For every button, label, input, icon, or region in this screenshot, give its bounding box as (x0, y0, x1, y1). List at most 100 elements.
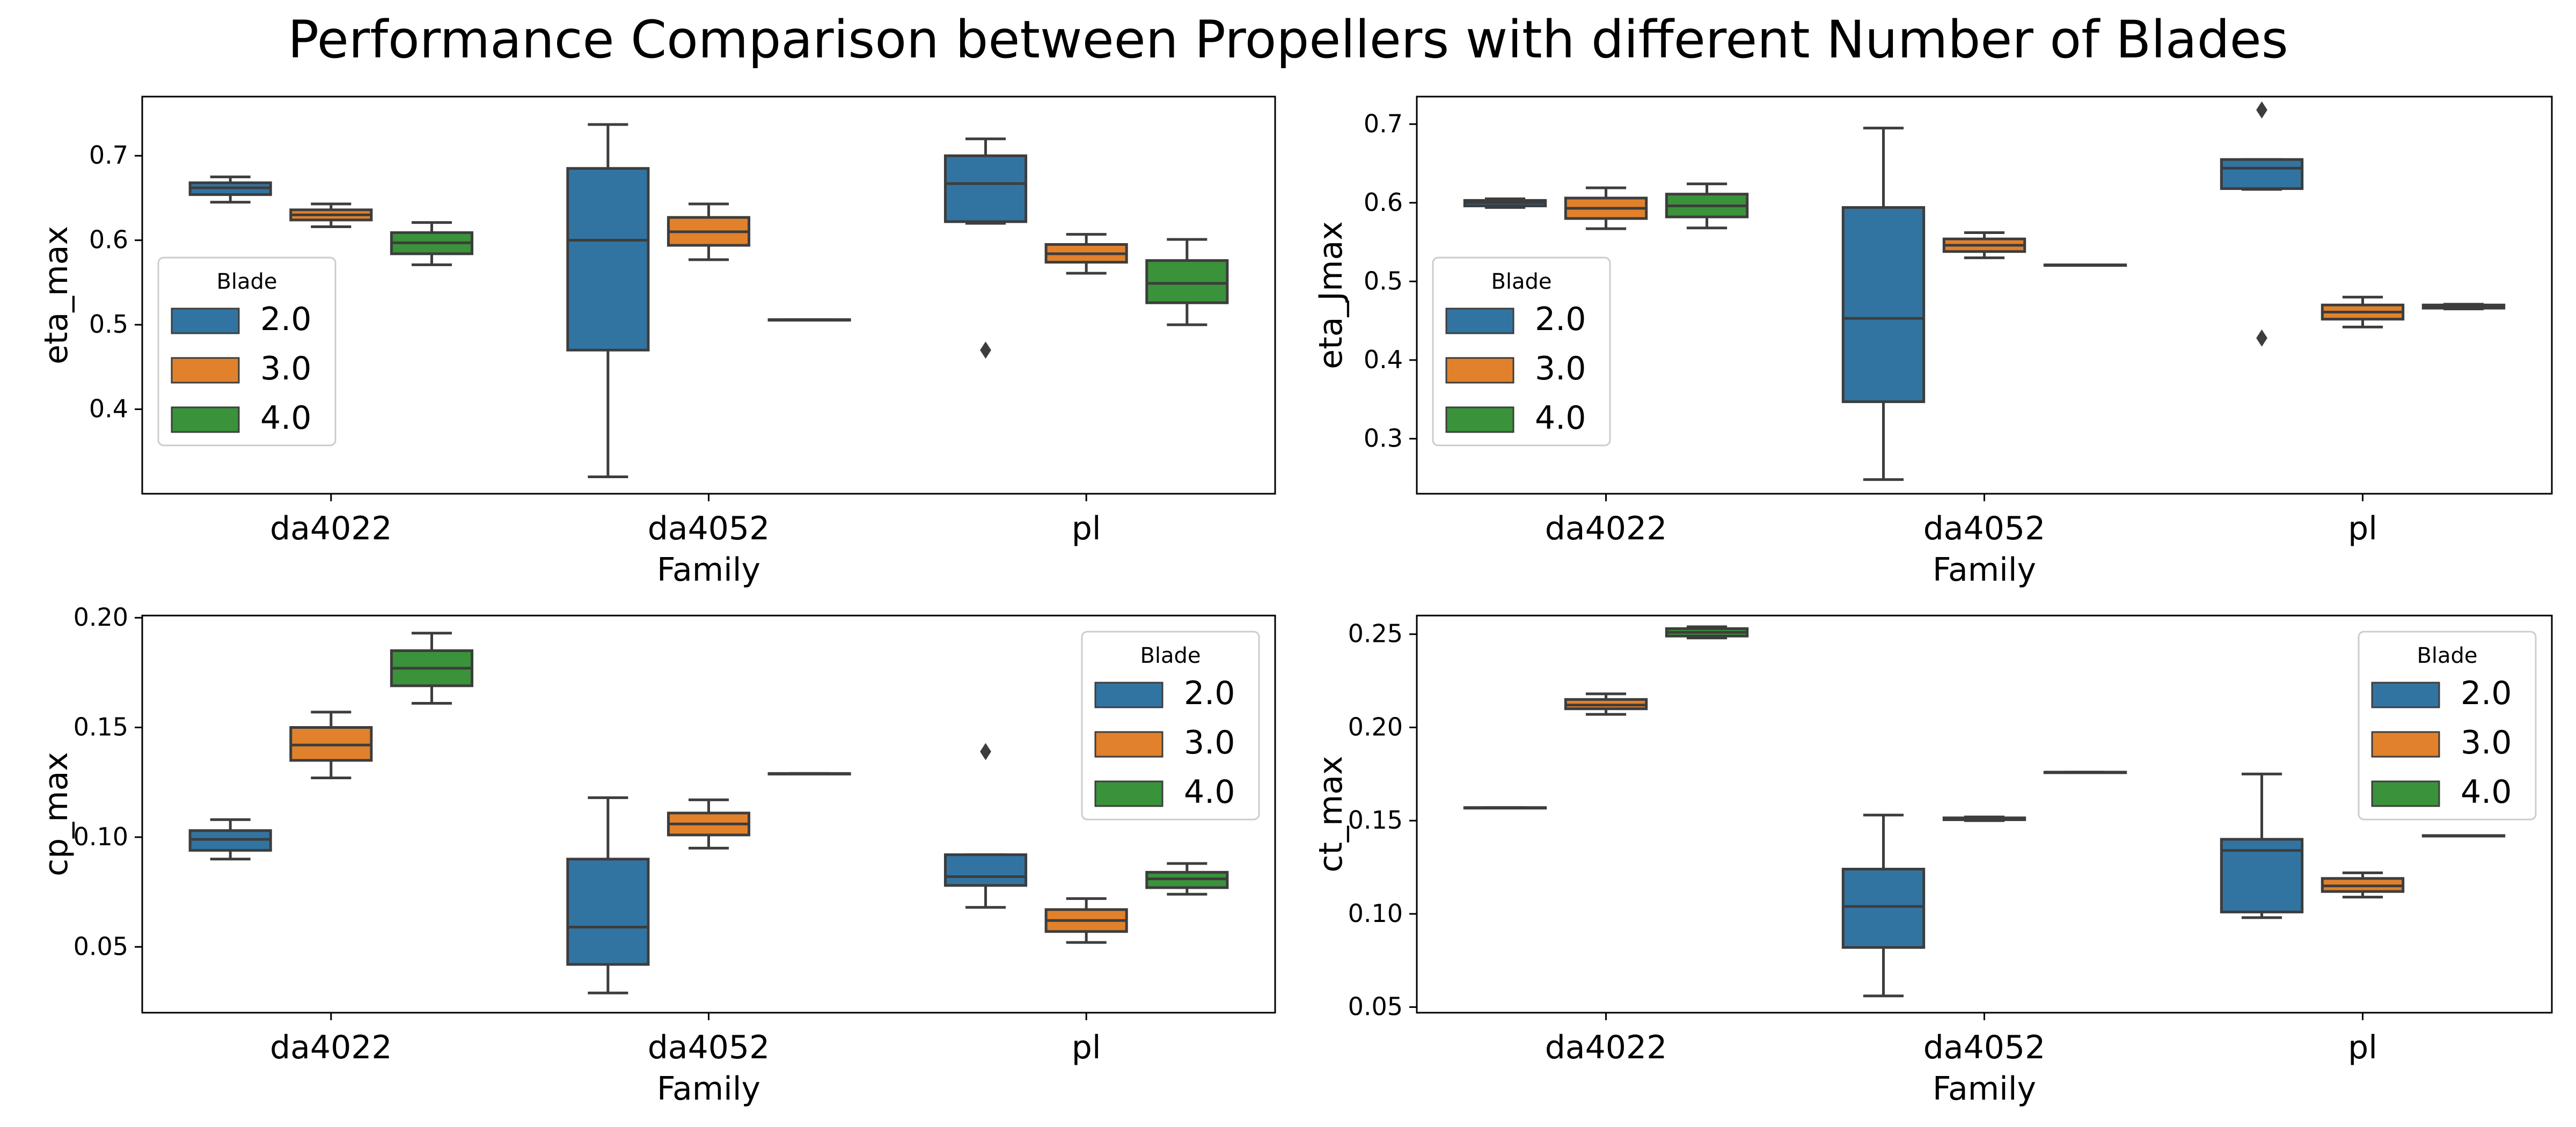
legend-frame (157, 257, 336, 447)
legend-swatch-2.0 (2371, 682, 2440, 708)
y-tick-label: 0.15 (74, 713, 128, 742)
box-3.0-da4052 (667, 202, 751, 261)
box-3.0-da4022 (1564, 692, 1648, 716)
legend-label-3.0: 3.0 (1535, 350, 1586, 387)
y-tick-label: 0.6 (1364, 188, 1403, 217)
legend-label-4.0: 4.0 (1535, 399, 1586, 437)
x-tick-label: da4022 (270, 510, 392, 547)
box-2.0-da4022 (188, 175, 272, 204)
box-3.0-pl (1044, 233, 1128, 275)
subplot-eta_Jmax: 0.3 0.4 0.5 0.6 0.7 da4022 da4052 pl Family eta_J… (1312, 96, 2553, 589)
y-tick-label: 0.15 (1348, 806, 1403, 835)
legend-swatch-4.0 (1094, 780, 1163, 807)
box-3.0-da4052 (1942, 231, 2026, 259)
iqr-box (1841, 867, 1926, 949)
legend-label-3.0: 3.0 (260, 350, 311, 387)
box-2.0-pl (2220, 101, 2304, 347)
y-axis-label: ct_max (1312, 756, 1350, 872)
box-3.0-pl (2321, 871, 2405, 899)
legend: Blade 2.0 3.0 4.0 (157, 257, 336, 447)
box-4.0-da4052 (2043, 264, 2127, 267)
legend-label-3.0: 3.0 (1184, 724, 1235, 762)
box-2.0-da4052 (1841, 814, 1926, 998)
legend-frame (2358, 631, 2537, 821)
box-4.0-da4052 (767, 772, 851, 775)
box-4.0-da4052 (2043, 771, 2127, 774)
x-tick-label: da4052 (648, 1029, 770, 1066)
y-axis-label: cp_max (38, 752, 75, 876)
legend-frame (1081, 631, 1260, 821)
y-tick-label: 0.25 (1348, 619, 1403, 648)
legend-swatch-4.0 (1445, 406, 1514, 433)
outlier-marker (980, 743, 991, 760)
box-4.0-da4022 (390, 632, 474, 705)
y-tick-label: 0.4 (89, 394, 128, 423)
legend: Blade 2.0 3.0 4.0 (1432, 257, 1611, 447)
box-4.0-pl (2421, 303, 2506, 311)
subplot-ct_max: 0.05 0.10 0.15 0.20 0.25 da4022 da4052 pl Family… (1312, 614, 2553, 1108)
x-tick-label: da4052 (648, 510, 770, 547)
x-tick-label: pl (1072, 510, 1101, 547)
box-4.0-da4022 (390, 221, 474, 266)
x-tick-label: pl (1072, 1029, 1101, 1066)
box-2.0-da4052 (1841, 127, 1926, 481)
legend: Blade 2.0 3.0 4.0 (1081, 631, 1260, 821)
legend-label-3.0: 3.0 (2461, 724, 2512, 762)
y-tick-label: 0.5 (89, 310, 128, 339)
box-3.0-da4022 (289, 202, 373, 228)
y-axis-label: eta_Jmax (1312, 221, 1350, 369)
x-axis-label: Family (1933, 551, 2036, 589)
y-tick-label: 0.7 (89, 141, 128, 170)
box-3.0-da4052 (1942, 815, 2026, 822)
x-tick-label: da4022 (1545, 510, 1667, 547)
legend-title: Blade (1140, 643, 1201, 668)
box-2.0-pl (2220, 772, 2304, 919)
legend-title: Blade (2417, 643, 2477, 668)
iqr-box (566, 167, 650, 352)
box-4.0-pl (1145, 862, 1229, 896)
box-2.0-da4022 (1463, 197, 1547, 209)
x-axis-label: Family (1933, 1070, 2036, 1108)
legend-label-2.0: 2.0 (1535, 301, 1586, 338)
y-tick-label: 0.6 (89, 225, 128, 254)
outlier-marker (2256, 329, 2267, 347)
iqr-box (2220, 158, 2304, 190)
box-2.0-da4052 (566, 123, 650, 479)
legend-swatch-2.0 (1445, 308, 1514, 334)
iqr-box (1841, 206, 1926, 404)
box-2.0-pl (943, 743, 1028, 909)
legend-label-4.0: 4.0 (260, 399, 311, 437)
box-3.0-pl (2321, 296, 2405, 328)
x-tick-label: pl (2348, 1029, 2377, 1066)
x-tick-label: da4052 (1923, 510, 2046, 547)
y-tick-label: 0.10 (74, 822, 128, 851)
box-2.0-da4022 (188, 818, 272, 861)
subplot-cp_max: 0.05 0.10 0.15 0.20 da4022 da4052 pl Family cp_m… (38, 603, 1276, 1108)
box-3.0-da4052 (667, 798, 751, 850)
y-tick-label: 0.10 (1348, 899, 1403, 928)
legend-title: Blade (216, 269, 277, 294)
box-3.0-da4022 (1564, 186, 1648, 230)
x-axis-label: Family (657, 551, 760, 589)
outlier-marker (2256, 101, 2267, 119)
legend-label-4.0: 4.0 (1184, 773, 1235, 811)
box-2.0-pl (943, 137, 1028, 359)
iqr-box (566, 858, 650, 966)
box-4.0-pl (1145, 238, 1229, 326)
legend-frame (1432, 257, 1611, 447)
iqr-box (943, 154, 1028, 223)
legend-swatch-2.0 (1094, 682, 1163, 708)
y-tick-label: 0.20 (1348, 712, 1403, 741)
iqr-box (943, 853, 1028, 887)
x-axis-label: Family (657, 1070, 760, 1108)
legend-swatch-3.0 (1094, 731, 1163, 758)
y-tick-label: 0.05 (74, 932, 128, 961)
legend-swatch-4.0 (171, 406, 240, 433)
y-tick-label: 0.5 (1364, 266, 1403, 295)
y-tick-label: 0.4 (1364, 345, 1403, 374)
box-4.0-da4022 (1665, 625, 1749, 640)
legend-label-2.0: 2.0 (260, 301, 311, 338)
figure-title: Performance Comparison between Propeller… (288, 10, 2288, 70)
legend-swatch-3.0 (2371, 731, 2440, 758)
